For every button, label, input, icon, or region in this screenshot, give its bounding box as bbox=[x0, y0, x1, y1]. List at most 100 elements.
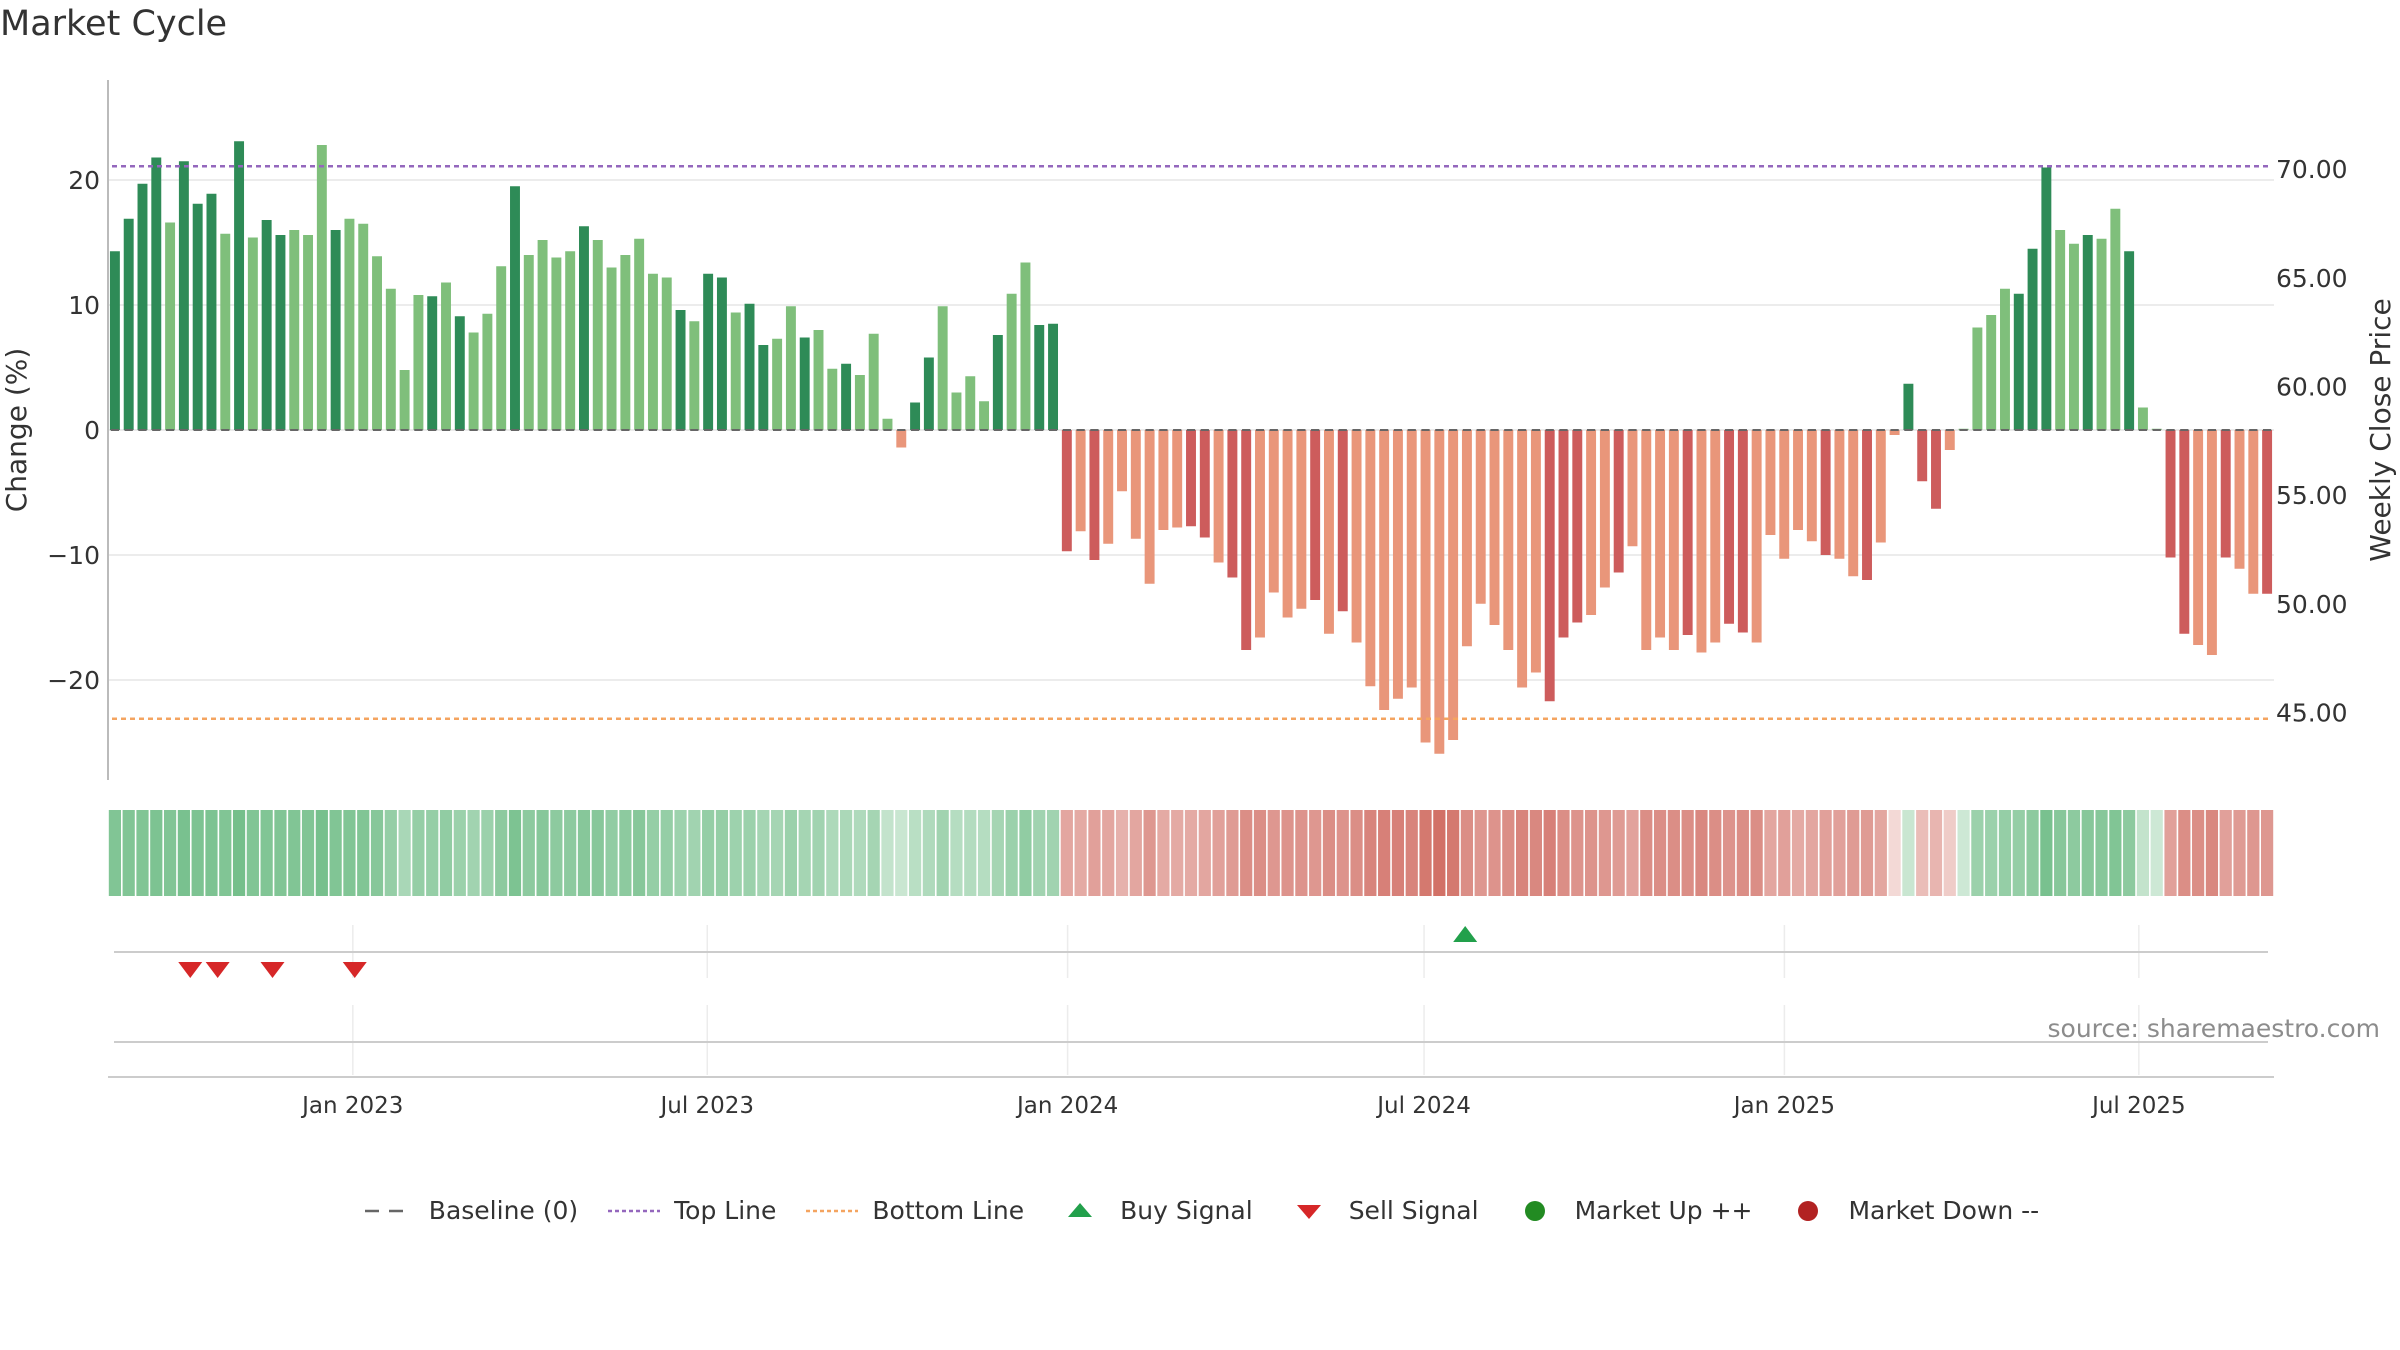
price-band-cell bbox=[2247, 810, 2260, 896]
bar bbox=[2206, 430, 2217, 655]
bar bbox=[523, 255, 534, 430]
price-band-cell bbox=[2164, 810, 2177, 896]
price-band-cell bbox=[812, 810, 825, 896]
price-band-cell bbox=[2081, 810, 2094, 896]
dash-line-icon bbox=[364, 1209, 413, 1212]
bar bbox=[799, 337, 810, 430]
bar bbox=[868, 333, 879, 430]
price-band-cell bbox=[1433, 810, 1446, 896]
bar bbox=[1020, 262, 1031, 430]
price-band-cell bbox=[1364, 810, 1377, 896]
price-band-cell bbox=[1805, 810, 1818, 896]
bar bbox=[1089, 430, 1100, 560]
bar bbox=[744, 303, 755, 430]
legend-label: Buy Signal bbox=[1120, 1196, 1253, 1225]
price-band-cell bbox=[1957, 810, 1970, 896]
price-band-cell bbox=[839, 810, 853, 896]
price-band-cell bbox=[964, 810, 977, 896]
bar bbox=[1586, 430, 1597, 615]
price-band-cell bbox=[205, 810, 218, 896]
legend-item-top[interactable]: Top Line bbox=[606, 1196, 776, 1225]
price-band-cell bbox=[2012, 810, 2025, 896]
bar bbox=[1406, 430, 1417, 688]
price-band-cell bbox=[1460, 810, 1474, 896]
legend-label: Bottom Line bbox=[872, 1196, 1025, 1225]
price-band-cell bbox=[1612, 810, 1625, 896]
bar bbox=[1544, 430, 1555, 702]
price-band-cell bbox=[729, 810, 742, 896]
legend-item-down[interactable]: Market Down -- bbox=[1780, 1196, 2039, 1225]
bar bbox=[2096, 238, 2107, 430]
price-band-cell bbox=[1488, 810, 1501, 896]
bar bbox=[137, 183, 148, 430]
bar bbox=[151, 157, 162, 430]
price-band-cell bbox=[1709, 810, 1722, 896]
price-band-cell bbox=[1985, 810, 1998, 896]
triangle-up-icon bbox=[1068, 1202, 1093, 1217]
price-band-cell bbox=[453, 810, 466, 896]
bar bbox=[2124, 251, 2135, 430]
bar bbox=[785, 306, 796, 430]
y2-tick-label: 60.00 bbox=[2276, 373, 2348, 402]
price-band-cell bbox=[1750, 810, 1763, 896]
bar bbox=[896, 430, 907, 448]
price-band-cell bbox=[991, 810, 1004, 896]
bar bbox=[2068, 243, 2079, 430]
price-band-cell bbox=[1833, 810, 1846, 896]
price-band-cell bbox=[260, 810, 273, 896]
price-band-cell bbox=[246, 810, 259, 896]
bar bbox=[109, 251, 120, 430]
price-band-cell bbox=[798, 810, 811, 896]
price-band-cell bbox=[1115, 810, 1129, 896]
bar bbox=[716, 277, 727, 430]
bar bbox=[399, 370, 410, 430]
bar bbox=[992, 335, 1003, 430]
price-band-cell bbox=[274, 810, 287, 896]
x-tick-label: Jul 2024 bbox=[1375, 1093, 1471, 1119]
price-band-cell bbox=[191, 810, 204, 896]
y2-tick-label: 45.00 bbox=[2276, 699, 2348, 728]
bar bbox=[703, 273, 714, 430]
price-band-cell bbox=[1736, 810, 1749, 896]
price-band-cell bbox=[1653, 810, 1667, 896]
x-axis: Jan 2023 Jul 2023 Jan 2024 Jul 2024 Jan 2025… bbox=[108, 1076, 2274, 1119]
bar bbox=[2082, 235, 2093, 430]
reference-lines bbox=[112, 165, 2272, 720]
bar bbox=[1227, 430, 1238, 578]
price-band-cell bbox=[2192, 810, 2205, 896]
bar bbox=[261, 220, 272, 430]
legend-item-sell[interactable]: Sell Signal bbox=[1281, 1196, 1479, 1225]
bar bbox=[1737, 430, 1748, 633]
legend-item-buy[interactable]: Buy Signal bbox=[1052, 1196, 1253, 1225]
price-band-cell bbox=[1060, 810, 1073, 896]
triangle-down-icon bbox=[1296, 1204, 1321, 1219]
bar bbox=[1006, 293, 1017, 430]
legend-item-bottom[interactable]: Bottom Line bbox=[804, 1196, 1024, 1225]
bar bbox=[247, 237, 258, 430]
price-band-cell bbox=[564, 810, 577, 896]
price-band-cell bbox=[1102, 810, 1115, 896]
price-band-cell bbox=[343, 810, 356, 896]
bar bbox=[2027, 248, 2038, 430]
price-band-cell bbox=[1516, 810, 1529, 896]
bar bbox=[1834, 430, 1845, 559]
price-band-cell bbox=[771, 810, 784, 896]
x-tick-label: Jul 2025 bbox=[2090, 1093, 2186, 1119]
price-band-cell bbox=[674, 810, 687, 896]
legend-item-baseline[interactable]: Baseline (0) bbox=[361, 1196, 578, 1225]
bar bbox=[951, 392, 962, 430]
bar bbox=[606, 267, 617, 430]
price-band-cell bbox=[163, 810, 177, 896]
price-band-cell bbox=[2123, 810, 2136, 896]
bar bbox=[1130, 430, 1141, 539]
y2-axis-label: Weekly Close Price bbox=[2364, 298, 2397, 561]
bar bbox=[1337, 430, 1348, 612]
sell-signal-marker bbox=[178, 962, 203, 978]
bar bbox=[1172, 430, 1183, 528]
price-band-cell bbox=[715, 810, 729, 896]
legend-item-up[interactable]: Market Up ++ bbox=[1507, 1196, 1752, 1225]
bar bbox=[923, 357, 934, 430]
bar bbox=[1765, 430, 1776, 535]
bar bbox=[1075, 430, 1086, 532]
bar bbox=[2262, 430, 2273, 594]
